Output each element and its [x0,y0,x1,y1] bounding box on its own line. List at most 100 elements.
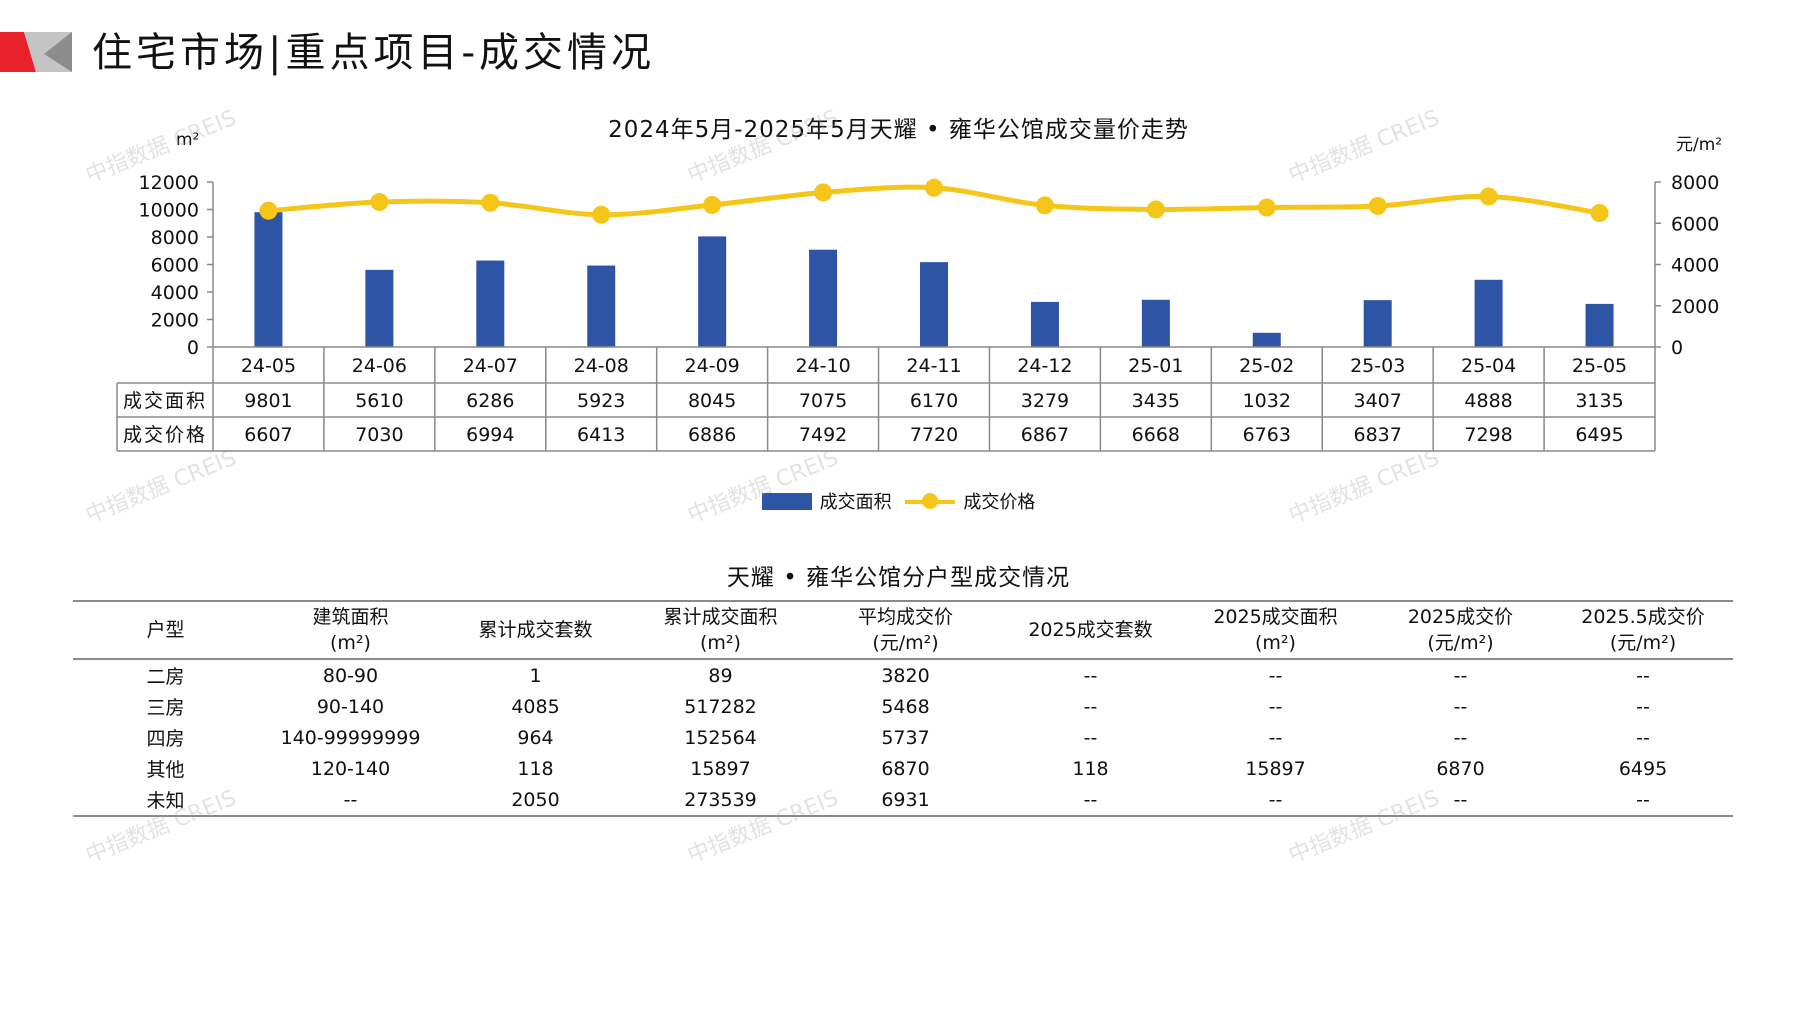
data-label-price: 7720 [910,424,958,446]
table-cell: -- [1453,664,1468,687]
header-label: 户型 [146,619,185,641]
table-cell: -- [1268,695,1283,718]
bar-area-24-12 [1030,301,1059,347]
table-cell: -- [1636,726,1650,749]
data-label-price: 7298 [1464,424,1512,446]
legend-bar-swatch [761,492,812,510]
category-label: 24-05 [241,355,296,377]
table-row: 四房 140-99999999 964 152564 5737 -- -- -- -- [73,722,1733,753]
data-label-area: 6170 [910,390,958,412]
table-header-cell: 2025成交面积 (m²) [1183,600,1368,660]
table-cell: 152564 [684,726,757,749]
data-label-area: 6286 [466,390,514,412]
unit-type-table: 户型 建筑面积 (m²) 累计成交套数 累计成交面积 (m²) 平均成交价 (元/m²) 202… [73,600,1733,817]
price-point-24-12 [1035,196,1054,215]
table-row: 三房 90-140 4085 517282 5468 -- -- -- -- [73,691,1733,722]
header-label: 2025成交套数 [1028,619,1153,641]
table-cell: -- [1453,726,1468,749]
table-header-cell: 2025.5成交价 (元/m²) [1553,600,1733,660]
data-label-price: 6886 [688,424,736,446]
table-cell: -- [1636,695,1650,718]
row-label-area: 成交面积 [123,390,207,412]
bar-area-24-05 [254,212,283,347]
bar-area-25-02 [1252,332,1281,347]
table-cell: -- [1083,695,1098,718]
data-label-price: 6994 [466,424,514,446]
unit-table-title: 天耀 • 雍华公馆分户型成交情况 [726,565,1071,591]
table-cell: 90-140 [316,695,385,718]
table-cell: 6870 [881,757,930,780]
header-label: 建筑面积 [312,606,389,628]
left-axis-unit: m² [176,130,200,150]
header-label: 2025成交面积 [1213,606,1338,628]
bar-area-24-07 [476,260,505,347]
left-tick-label: 10000 [139,200,199,222]
category-label: 25-04 [1461,355,1516,377]
category-label: 24-11 [906,355,961,377]
right-axis-unit: 元/m² [1676,135,1723,155]
table-cell: 118 [1072,757,1109,780]
table-cell: 5737 [881,726,930,749]
table-row: 其他 120-140 118 15897 6870 118 15897 6870 6495 [73,753,1733,784]
category-label: 24-08 [574,355,629,377]
table-cell: 118 [517,757,554,780]
category-label: 25-02 [1239,355,1294,377]
data-label-area: 7075 [799,390,847,412]
price-point-24-05 [259,201,278,220]
logo-dark-shape [44,32,72,72]
table-cell: 1 [529,664,542,687]
table-cell: 3820 [881,664,930,687]
legend-label-area: 成交面积 [819,492,892,513]
bar-area-24-10 [809,249,838,347]
header-label: 平均成交价 [857,606,953,628]
category-label: 24-10 [795,355,850,377]
table-cell: -- [258,784,443,817]
table-header-cell: 2025成交套数 [998,600,1183,660]
category-label: 24-09 [685,355,740,377]
header-unit: (元/m²) [1427,632,1494,654]
table-header-row: 户型 建筑面积 (m²) 累计成交套数 累计成交面积 (m²) 平均成交价 (元/m²) 202… [73,600,1733,660]
data-label-area: 3279 [1021,390,1069,412]
table-cell: 273539 [628,784,813,817]
price-point-24-09 [703,195,722,214]
header-unit: (元/m²) [872,632,939,654]
table-cell: 120-140 [310,757,391,780]
bar-area-25-05 [1585,303,1614,347]
category-label: 25-05 [1572,355,1627,377]
left-tick-label: 8000 [151,227,199,249]
table-cell: -- [1083,664,1098,687]
table-cell: 5468 [881,695,930,718]
price-point-24-06 [370,193,389,212]
table-cell: -- [1553,784,1733,817]
trend-chart: 0 2000 4000 6000 8000 10000 12000 0 2000 4000 6000… [116,172,1719,452]
header-unit: (m²) [1255,632,1296,654]
left-tick-label: 4000 [151,282,199,304]
bar-area-25-01 [1141,299,1170,347]
header-unit: (元/m²) [1609,632,1677,654]
right-tick-label: 4000 [1671,255,1719,277]
table-header-cell: 累计成交套数 [443,600,628,660]
data-label-area: 5923 [577,390,625,412]
header-label: 累计成交面积 [663,606,778,628]
right-tick-label: 6000 [1671,213,1719,235]
table-header-cell: 户型 [73,600,258,660]
header-unit: (m²) [700,632,741,654]
bar-area-24-08 [587,265,616,347]
table-cell: -- [1636,664,1650,687]
row-label-price: 成交价格 [123,424,207,446]
legend-label-price: 成交价格 [963,492,1036,513]
table-cell: 未知 [73,784,258,817]
price-point-25-05 [1590,204,1609,223]
table-cell: 二房 [146,666,185,688]
logo [0,32,72,72]
table-cell: -- [1268,726,1283,749]
legend-item-area: 成交面积 [761,488,892,514]
table-cell: 6495 [1618,757,1668,780]
data-label-price: 6607 [244,424,292,446]
table-row: 二房 80-90 1 89 3820 -- -- -- -- [73,659,1733,691]
category-label: 25-01 [1128,355,1183,377]
header-label: 2025.5成交价 [1581,606,1705,628]
table-cell: 15897 [1245,757,1306,780]
price-point-24-10 [814,183,833,202]
data-label-area: 3407 [1354,390,1402,412]
